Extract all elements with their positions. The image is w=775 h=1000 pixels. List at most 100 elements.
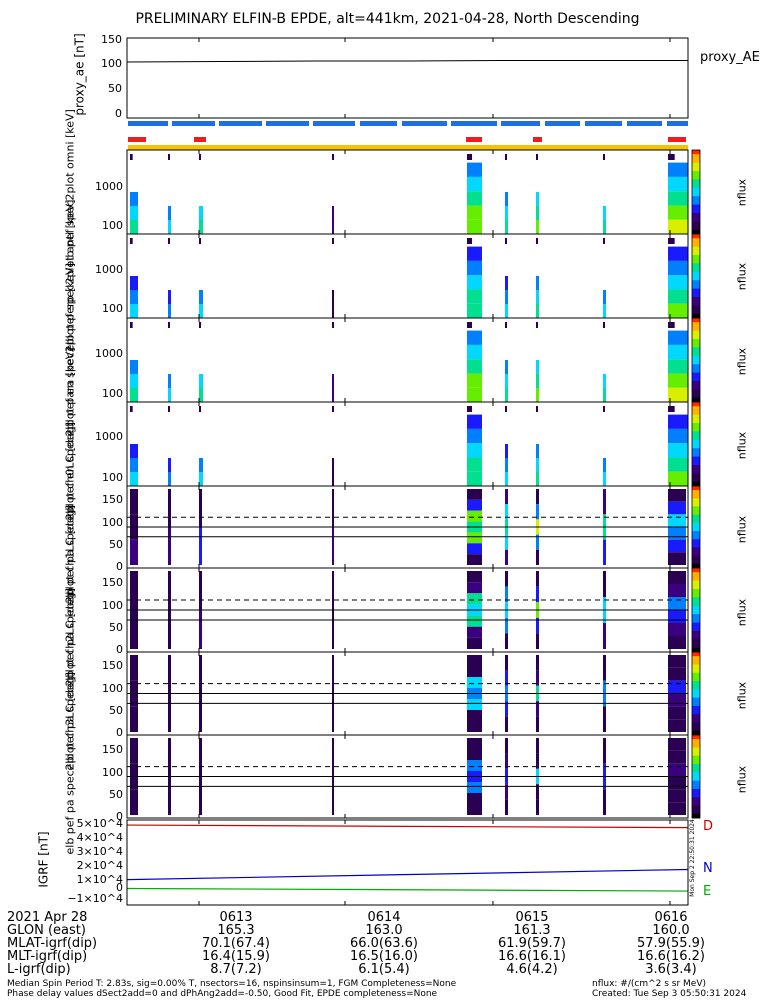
spectrogram-cell xyxy=(668,406,675,412)
spectrogram-cell xyxy=(168,238,170,244)
colorbar-cell xyxy=(692,708,700,711)
pitch-angle-cell xyxy=(199,571,202,610)
axis-row-value: 163.0 xyxy=(365,923,403,938)
spec-units: nflux xyxy=(735,262,749,291)
colorbar-cell xyxy=(692,244,700,248)
spectrogram-cell xyxy=(505,304,508,318)
pitch-angle-cell xyxy=(668,655,686,668)
colorbar-cell xyxy=(692,315,700,319)
spectrogram-cell xyxy=(332,472,334,486)
colorbar-cell xyxy=(692,747,700,751)
colorbar-cell xyxy=(692,672,700,676)
pitch-angle-cell xyxy=(668,776,686,790)
pitch-angle-cell xyxy=(332,571,334,610)
pitch-angle-cell xyxy=(668,539,686,553)
pa-tick: 100 xyxy=(102,516,123,529)
pitch-angle-cell xyxy=(668,763,686,777)
colorbar-cell xyxy=(692,580,700,584)
colorbar-cell xyxy=(692,345,700,348)
spectrogram-cell xyxy=(668,414,688,429)
phase-bar-segment xyxy=(501,121,540,126)
pitch-angle-cell xyxy=(130,489,138,515)
colorbar-cell xyxy=(692,366,700,369)
colorbar-cell xyxy=(692,616,700,619)
pitch-angle-cell xyxy=(168,693,171,732)
pitch-angle-cell xyxy=(168,655,171,694)
pitch-angle-cell xyxy=(199,655,202,694)
colorbar-cell xyxy=(692,374,700,378)
colorbar-cell xyxy=(692,786,700,790)
pitch-angle-cell xyxy=(467,554,482,565)
pitch-angle-cell xyxy=(536,633,539,649)
axis-row-value: 160.0 xyxy=(652,923,690,938)
spectrogram-cell xyxy=(168,322,170,328)
axis-row-value: 6.1(5.4) xyxy=(358,962,410,977)
igrf-label-e: E xyxy=(703,884,712,899)
spectrogram-cell xyxy=(505,290,508,304)
pa-tick: 0 xyxy=(116,643,123,656)
spectrogram-cell xyxy=(668,219,688,234)
footer-created: Created: Tue Sep 3 05:50:31 2024 xyxy=(592,989,747,999)
colorbar-cell xyxy=(692,446,700,449)
spectrogram-cell xyxy=(536,472,539,486)
colorbar-cell xyxy=(692,776,700,780)
colorbar-cell xyxy=(692,177,700,180)
pitch-angle-cell xyxy=(505,799,508,815)
colorbar-cell xyxy=(692,647,700,651)
pa-tick: 50 xyxy=(109,704,123,717)
axis-row-value: 66.0(63.6) xyxy=(349,936,419,951)
colorbar-cell xyxy=(692,150,700,153)
colorbar-cell xyxy=(692,805,700,809)
pa-tick: 50 xyxy=(109,788,123,801)
pitch-angle-cell xyxy=(467,499,482,511)
pitch-angle-cell xyxy=(505,716,508,732)
colorbar-cell xyxy=(692,318,700,321)
pitch-angle-cell xyxy=(505,633,508,649)
spectrogram-cell xyxy=(668,344,688,360)
spectrogram-cell xyxy=(467,238,472,244)
spectrogram-cell xyxy=(467,414,482,429)
spectrogram-cell xyxy=(199,238,201,244)
colorbar-cell xyxy=(692,599,700,603)
spectrogram-cell xyxy=(199,304,203,318)
axis-row-value: 57.9(55.9) xyxy=(636,936,706,951)
colorbar-cell xyxy=(692,437,700,441)
colorbar-cell xyxy=(692,658,700,661)
colorbar-cell xyxy=(692,486,700,489)
colorbar-cell xyxy=(692,378,700,382)
phase-bar-segment xyxy=(585,121,622,126)
pitch-angle-cell xyxy=(505,504,508,520)
colorbar-cell xyxy=(692,276,700,279)
colorbar-cell xyxy=(692,695,700,699)
colorbar-layer xyxy=(691,149,701,819)
spectrogram-cell xyxy=(668,359,688,374)
colorbar-cell xyxy=(692,271,700,275)
colorbar-cell xyxy=(692,204,700,208)
colorbar-cell xyxy=(692,508,700,512)
spectrogram-cell xyxy=(536,290,539,304)
spectrogram-cell xyxy=(467,330,482,345)
colorbar-cell xyxy=(692,759,700,763)
colorbar-cell xyxy=(692,492,700,495)
colorbar-cell xyxy=(692,815,700,819)
colorbar-cell xyxy=(692,185,700,189)
colorbar-cell xyxy=(692,355,700,359)
spectrogram-cell xyxy=(467,344,482,360)
colorbar-cell xyxy=(692,553,700,557)
colorbar-cell xyxy=(692,385,700,388)
pitch-angle-cell xyxy=(467,593,482,605)
colorbar-cell xyxy=(692,217,700,220)
colorbar-cell xyxy=(692,397,700,401)
spectrogram-cell xyxy=(668,330,688,345)
igrf-tick: 4×10^4 xyxy=(76,831,123,844)
pitch-angle-cell xyxy=(505,571,508,587)
colorbar-cell xyxy=(692,206,700,210)
spectrogram-cell xyxy=(332,290,334,304)
colorbar-cell xyxy=(692,336,700,340)
spectrogram-cell xyxy=(168,458,171,472)
colorbar-cell xyxy=(692,633,700,636)
colorbar-cell xyxy=(692,735,700,738)
colorbar-cell xyxy=(692,349,700,353)
colorbar-cell xyxy=(692,697,700,701)
colorbar-cell xyxy=(692,703,700,707)
